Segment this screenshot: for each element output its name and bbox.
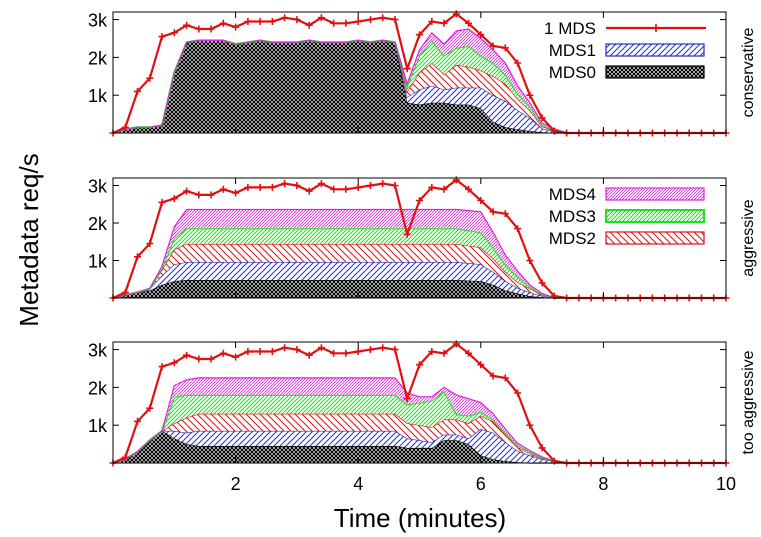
y-tick-label-panel-3: 2k	[88, 378, 108, 398]
panel-2: 1k 2k 3k aggressive MDS4 MDS3 MDS2	[88, 176, 757, 302]
legend-label-mds1: MDS1	[549, 41, 596, 60]
y-tick-label-panel-3: 3k	[88, 341, 108, 361]
panels: 1k 2k 3k conservative 1 MDS MDS1 MDS0 1k 2k 3k agg…	[88, 10, 757, 494]
x-tick-label: 6	[476, 474, 486, 494]
plot-frame-panel-2	[112, 177, 727, 299]
legend-swatch-mds4	[605, 187, 705, 201]
x-tick-label: 2	[231, 474, 241, 494]
plot-frame-panel-1	[112, 11, 727, 134]
x-tick-label: 10	[716, 474, 736, 494]
plot-frame-panel-3	[112, 341, 727, 464]
panel-1: 1k 2k 3k conservative 1 MDS MDS1 MDS0	[88, 10, 757, 137]
panel-label-3: too aggressive	[740, 350, 757, 454]
legend-swatch-mds1	[605, 43, 705, 57]
panel-label-1: conservative	[740, 27, 757, 117]
y-tick-label-panel-1: 1k	[88, 86, 108, 106]
x-axis-label: Time (minutes)	[334, 503, 506, 533]
x-tick-label: 8	[598, 474, 608, 494]
x-tick-label: 4	[353, 474, 363, 494]
y-tick-label-panel-2: 2k	[88, 214, 108, 234]
legend-marker-1-mds	[652, 24, 660, 32]
area-mds0-panel-2	[113, 280, 726, 298]
panel-3: 1k 2k 3k 2 4 6 8 10 too aggressive	[88, 340, 757, 494]
y-axis-label: Metadata req/s	[14, 153, 44, 326]
legend-swatch-mds0	[605, 65, 705, 79]
y-tick-label-panel-1: 3k	[88, 11, 108, 31]
legend-swatch-mds3	[605, 209, 705, 223]
y-tick-label-panel-1: 2k	[88, 48, 108, 68]
legend-label-mds4: MDS4	[549, 185, 596, 204]
legend-label-mds0: MDS0	[549, 63, 596, 82]
legend-label-1-mds: 1 MDS	[544, 19, 596, 38]
panel-label-2: aggressive	[740, 199, 757, 276]
y-tick-label-panel-2: 1k	[88, 252, 108, 272]
y-tick-label-panel-3: 1k	[88, 416, 108, 436]
y-tick-label-panel-2: 3k	[88, 177, 108, 197]
legend-label-mds2: MDS2	[549, 229, 596, 248]
legend-swatch-mds2	[605, 231, 705, 245]
legend-label-mds3: MDS3	[549, 207, 596, 226]
